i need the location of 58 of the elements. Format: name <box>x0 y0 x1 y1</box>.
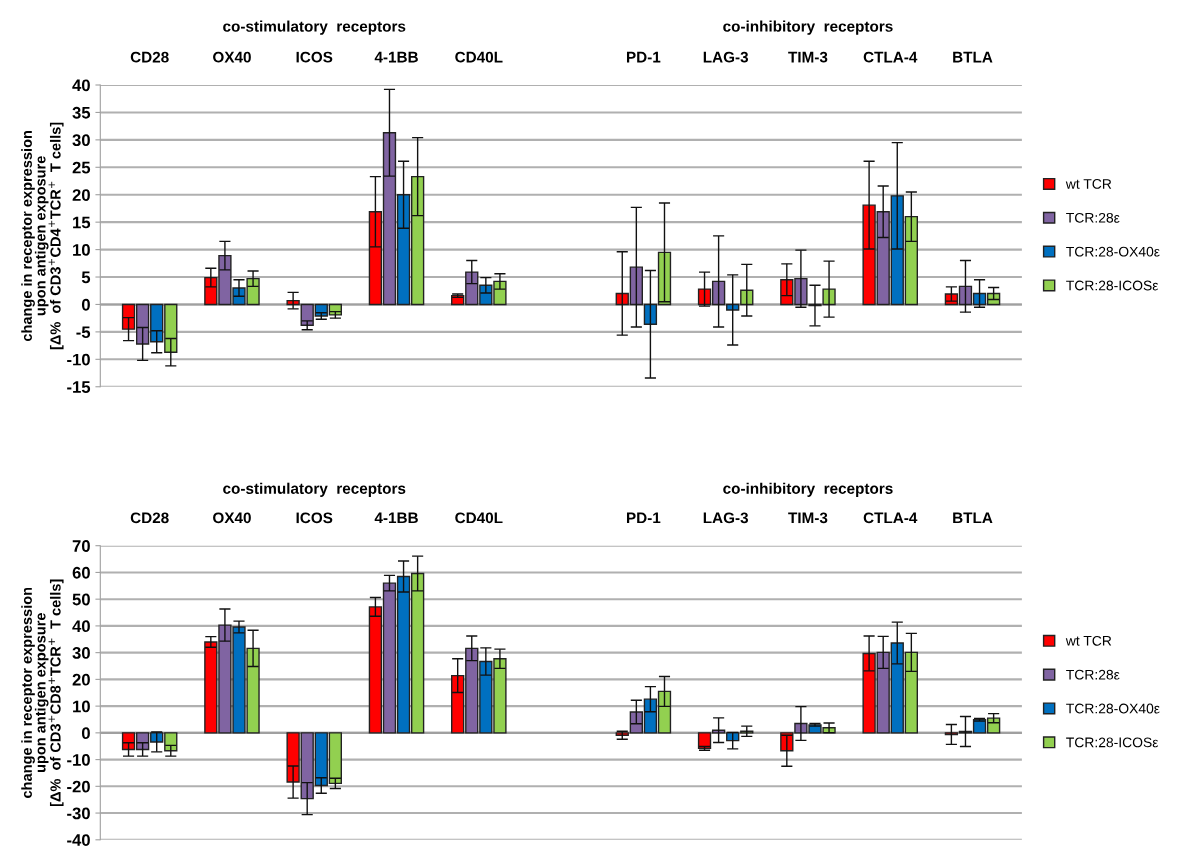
y-tick-label: 10 <box>73 243 90 256</box>
x-tick-label: PD-1 <box>626 51 661 63</box>
y-tick-label: 30 <box>72 134 90 147</box>
x-tick-label: CD28 <box>130 51 169 63</box>
y-tick-label: 40 <box>72 79 90 92</box>
legend-label: TCR:28-ICOSε <box>1066 737 1159 748</box>
y-tick-label: -10 <box>67 753 90 766</box>
y-tick-label: 5 <box>81 271 91 284</box>
y-tick-label: 20 <box>72 189 90 201</box>
x-tick-label: CD40L <box>455 51 503 63</box>
x-tick-label: CTLA-4 <box>863 51 918 63</box>
x-tick-label: LAG-3 <box>703 512 749 524</box>
y-tick-label: -30 <box>67 807 90 820</box>
x-tick-label: 4-1BB <box>374 512 418 524</box>
y-tick-label: -5 <box>76 326 91 339</box>
x-tick-label: LAG-3 <box>703 51 749 63</box>
text: co-inhibitory receptors <box>723 482 893 497</box>
legend-label: TCR:28ε <box>1066 669 1120 680</box>
y-tick-label: 30 <box>72 647 90 659</box>
y-tick-label: -10 <box>67 353 90 366</box>
y-tick-label: 15 <box>73 216 91 229</box>
x-tick-label: BTLA <box>953 51 993 63</box>
x-tick-label: CD28 <box>130 512 169 524</box>
text: co-inhibitory receptors <box>723 20 893 35</box>
text: co-stimulatory receptors <box>223 20 406 35</box>
y-tick-label: 20 <box>72 673 90 686</box>
x-tick-label: CD40L <box>455 512 503 524</box>
y-tick-label: 60 <box>72 566 90 579</box>
x-tick-label: 4-1BB <box>374 51 418 63</box>
x-tick-label: TIM-3 <box>788 51 828 63</box>
y-tick-label: 25 <box>72 161 91 174</box>
legend-label: wt TCR <box>1065 179 1112 189</box>
x-tick-label: BTLA <box>953 512 993 524</box>
text: change in receptor expression upon antigen exposure [Δ% of CD3$^{+}$CD4$^{+}$TCR$^{+}$ T cells] <box>21 122 64 350</box>
legend-label: TCR:28ε <box>1066 212 1120 223</box>
y-tick-label: 70 <box>72 540 90 552</box>
y-tick-label: 35 <box>72 106 91 119</box>
x-tick-label: ICOS <box>296 51 333 63</box>
x-tick-label: PD-1 <box>626 512 661 524</box>
x-tick-label: OX40 <box>213 51 251 63</box>
y-tick-label: 50 <box>72 593 90 606</box>
y-tick-label: 0 <box>81 298 90 311</box>
x-tick-label: TIM-3 <box>788 512 828 524</box>
x-tick-label: OX40 <box>213 512 251 524</box>
legend-label: TCR:28-ICOSε <box>1066 280 1159 291</box>
legend-label: wt TCR <box>1065 635 1112 646</box>
x-tick-label: CTLA-4 <box>863 512 918 524</box>
x-tick-label: ICOS <box>296 512 333 524</box>
y-tick-label: 0 <box>81 727 90 740</box>
text: co-stimulatory receptors <box>223 482 406 497</box>
y-tick-label: -40 <box>67 834 90 846</box>
legend-label: TCR:28-OX40ε <box>1066 246 1160 257</box>
y-tick-label: -20 <box>67 780 90 793</box>
y-tick-label: 40 <box>72 620 90 633</box>
y-tick-label: -15 <box>67 381 91 393</box>
text: change in receptor expression upon antigen exposure [Δ% of CD3$^{+}$CD8$^{+}$TCR$^{+}$ T cells] <box>21 579 64 807</box>
y-tick-label: 10 <box>73 700 90 713</box>
legend-label: TCR:28-OX40ε <box>1066 703 1160 714</box>
